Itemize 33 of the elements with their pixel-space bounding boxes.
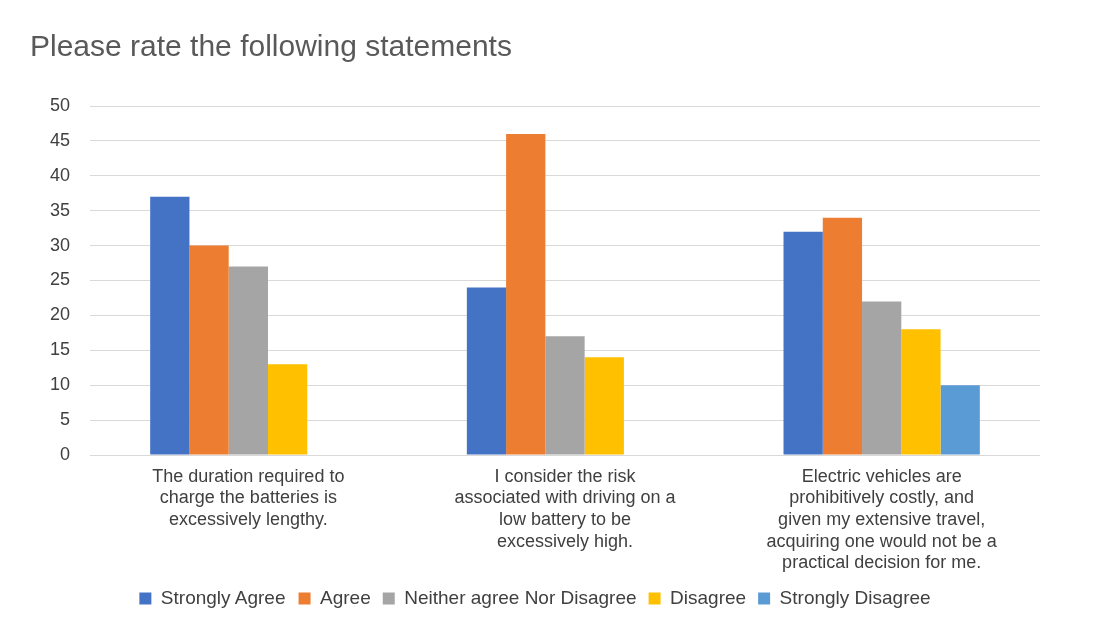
y-tick-label: 10 bbox=[49, 374, 71, 395]
bar bbox=[545, 336, 585, 455]
y-tick-label: 50 bbox=[49, 94, 71, 115]
y-tick-label: 40 bbox=[49, 164, 71, 185]
x-tick-label: I consider the risk associated with driving on a low battery to be excessively high. bbox=[454, 465, 677, 551]
x-tick-label: The duration required to charge the batteries is excessively lengthy. bbox=[152, 465, 345, 529]
y-tick-label: 0 bbox=[60, 443, 71, 464]
bar bbox=[862, 301, 902, 455]
y-tick-label: 30 bbox=[49, 234, 71, 255]
chart-title: Please rate the following statements bbox=[30, 29, 512, 63]
y-tick-label: 15 bbox=[49, 339, 71, 360]
bar bbox=[822, 217, 863, 455]
bar bbox=[940, 385, 980, 455]
bar bbox=[189, 245, 229, 455]
bar bbox=[901, 329, 941, 455]
bar bbox=[150, 196, 190, 455]
bar bbox=[506, 133, 546, 455]
bar bbox=[584, 357, 624, 455]
y-tick-label: 35 bbox=[49, 199, 71, 220]
x-tick-label: Electric vehicles are prohibitively costly, and given my extensive travel, acquiring one would not be a practical decision for me. bbox=[766, 465, 998, 573]
y-tick-label: 45 bbox=[49, 129, 71, 150]
bar bbox=[783, 231, 823, 455]
y-tick-label: 5 bbox=[60, 409, 71, 430]
legend-label: Neither agree Nor Disagree bbox=[404, 586, 637, 608]
bar bbox=[228, 266, 268, 455]
legend-label: Agree bbox=[320, 586, 371, 608]
y-tick-label: 20 bbox=[49, 304, 71, 325]
y-tick-label: 25 bbox=[49, 269, 71, 290]
bar bbox=[466, 287, 507, 455]
legend-label: Strongly Agree bbox=[160, 586, 286, 608]
legend-label: Disagree bbox=[670, 586, 747, 608]
bar bbox=[267, 364, 308, 455]
legend-label: Strongly Disagree bbox=[779, 586, 931, 608]
